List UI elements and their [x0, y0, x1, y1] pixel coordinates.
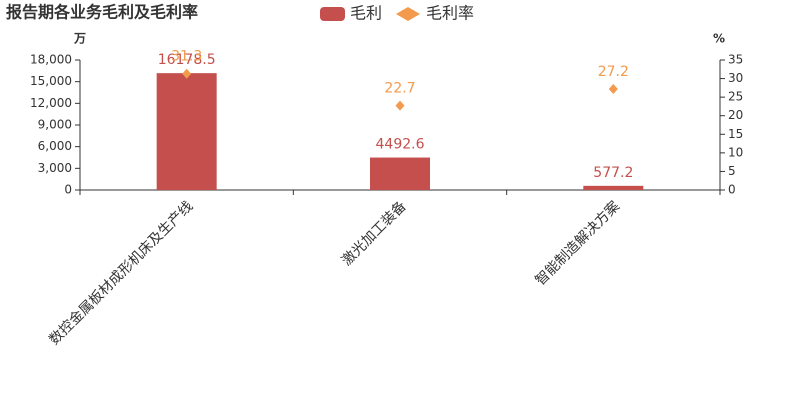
y-unit: 万	[73, 32, 86, 46]
legend-label: 毛利率	[426, 4, 474, 23]
bar	[156, 73, 217, 190]
legend-swatch	[396, 7, 420, 21]
bar	[370, 157, 430, 190]
y2-unit: %	[713, 32, 725, 46]
y2-tick-label: 30	[728, 71, 743, 85]
chart-title: 报告期各业务毛利及毛利率	[6, 3, 198, 22]
y2-tick-label: 15	[728, 127, 743, 141]
x-tick-label: 智能制造解决方案	[532, 198, 623, 289]
point	[182, 68, 192, 79]
bar-value-label: 577.2	[593, 165, 633, 181]
y2-tick-label: 25	[728, 90, 743, 104]
point	[608, 83, 618, 94]
legend-label: 毛利	[350, 4, 382, 23]
point-value-label: 27.2	[598, 64, 629, 80]
bar-value-label: 16178.5	[158, 52, 216, 68]
y-tick-label: 3,000	[38, 161, 72, 175]
y2-tick-label: 35	[728, 53, 743, 67]
y-tick-label: 9,000	[38, 118, 72, 132]
bar	[583, 185, 644, 190]
x-tick-label: 数控金属板材成形机床及生产线	[46, 198, 196, 348]
y2-tick-label: 20	[728, 108, 743, 122]
y-tick-label: 18,000	[30, 53, 72, 67]
y-tick-label: 15,000	[30, 74, 72, 88]
y-tick-label: 6,000	[38, 139, 72, 153]
point-value-label: 22.7	[384, 81, 415, 97]
point	[395, 100, 405, 111]
y-tick-label: 0	[64, 183, 72, 197]
y2-tick-label: 5	[728, 164, 736, 178]
x-tick-label: 激光加工装备	[338, 198, 409, 269]
y-tick-label: 12,000	[30, 96, 72, 110]
point-value-label: 31.3	[171, 49, 202, 65]
legend-swatch	[320, 7, 345, 21]
y2-tick-label: 0	[728, 183, 736, 197]
y2-tick-label: 10	[728, 145, 743, 159]
bar-value-label: 4492.6	[376, 137, 425, 153]
